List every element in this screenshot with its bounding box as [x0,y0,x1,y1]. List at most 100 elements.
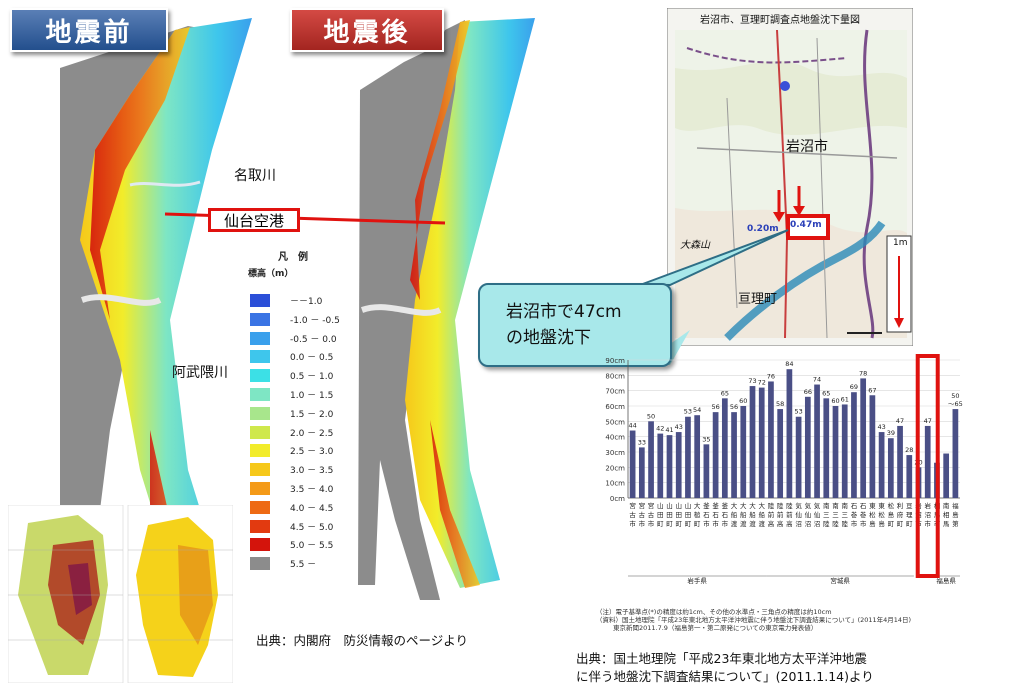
bar-value-label: 43 [877,423,885,431]
chart-note-3: 東京新聞2011.7.9（福島第一・第二原発についての東京電力発表値） [613,624,818,632]
legend-swatch [250,538,270,552]
y-tick-label: 20cm [605,464,625,472]
x-tick-label: 高 [777,519,784,528]
bar-value-label: 42 [656,425,664,433]
bar-value-label: 44 [628,422,636,430]
x-tick-label: 宮 [629,501,636,510]
bar-value-label: 65 [822,389,830,397]
legend-label: 3.0 － 3.5 [290,466,334,477]
bar-value-label: 53 [794,408,802,416]
x-tick-label: 南 [823,501,830,510]
y-tick-label: 80cm [605,372,625,380]
bar [832,406,839,498]
x-tick-label: 島 [869,519,876,528]
bar [786,369,793,498]
map-label-ookuma: 大森山 [680,240,710,251]
x-tick-label: 田 [675,511,682,519]
legend-label: 2.0 － 2.5 [290,428,334,439]
x-tick-label: 巻 [860,510,867,519]
x-tick-label: 宮 [639,501,646,510]
bar-value-label: 54 [693,406,701,414]
x-tick-label: 山 [657,501,664,510]
legend-label: 5.5 － [290,560,317,571]
bar-value-label: 65 [721,389,729,397]
bar-value-label: 39 [887,429,895,437]
map-label-watari: 亘理町 [738,292,778,307]
bar [749,386,756,498]
x-tick-label: 町 [685,520,692,528]
x-tick-label: 馬 [943,520,950,528]
prefecture-map-thumbnails [8,505,233,683]
x-tick-label: 槌 [694,510,701,519]
subsidence-bar-chart: 0cm 10cm 20cm 30cm 40cm 50cm 60cm 70cm 80cm 90cm 4… [605,354,963,585]
bar [823,398,830,498]
bar [629,430,636,498]
map-scale-label: 1m [893,238,908,248]
x-tick-label: 町 [906,520,913,528]
x-tick-label: 石 [851,502,858,510]
x-tick-label: 町 [897,520,904,528]
map-title: 岩沼市、亘理町調査点地盤沈下量図 [700,15,860,26]
legend-swatch [250,482,270,495]
legend-item: 4.0 － 4.5 [250,500,360,515]
x-tick-label: 市 [703,519,710,528]
legend-swatch [250,500,270,514]
bar-value-label: 60 [831,397,839,405]
group-label: 宮城県 [830,576,850,585]
legend-label: 1.0 － 1.5 [290,391,334,401]
bar-value-label: 78 [859,369,867,377]
x-tick-label: 仙 [795,510,802,519]
bar [675,432,682,498]
legend-swatch [250,406,270,420]
x-tick-label: 渡 [731,519,738,528]
y-tick-label: 0cm [610,495,625,503]
x-tick-label: 理 [906,511,913,519]
bar-value-label: 76 [767,372,775,380]
river-natori-label: 名取川 [234,168,276,184]
bar-value-label: 47 [896,417,904,425]
legend-item: －－1.0 [250,294,360,308]
bar [694,415,701,498]
x-tick-label: 市 [629,519,636,528]
bar-value-label: 58 [776,400,784,408]
bar [638,447,645,498]
legend-swatch [250,350,270,364]
bar [841,404,848,498]
legend-item: -0.5 － 0.0 [250,331,360,346]
bar-value-label: 53 [684,408,692,416]
bar-value-label: 61 [841,395,849,403]
legend-swatch [250,369,270,383]
bar-value-label: 47 [924,417,932,425]
before-earthquake-tab: 地震前 [10,8,168,52]
river-abukuma-label: 阿武隈川 [172,365,228,381]
bar-value-label: 74 [813,376,821,384]
y-tick-label: 10cm [605,480,625,488]
bar [795,416,802,498]
x-tick-label: 陸 [841,519,848,528]
map-value-020: 0.20m [747,224,779,234]
x-tick-label: 相 [943,510,950,519]
x-tick-label: 釜 [712,501,719,510]
chart-note-1: （注）電子基準点(*)の精度は約1cm、その他の水準点・三角点の精度は約10cm [596,608,832,616]
x-tick-label: 沼 [805,519,812,528]
x-tick-label: 三 [832,511,839,519]
x-tick-label: 陸 [832,519,839,528]
x-tick-label: 山 [685,501,692,510]
x-tick-label: 山 [666,501,673,510]
legend-swatch [250,463,270,477]
x-tick-label: 陸 [786,501,793,510]
source-left: 出典：内閣府 防災情報のページより [256,633,469,648]
x-tick-label: 石 [860,502,867,510]
bar-value-label: 33 [638,438,646,446]
bar-value-label: 56 [711,403,719,411]
x-tick-label: 渡 [758,519,765,528]
x-tick-label: 市 [924,519,931,528]
bar [804,396,811,498]
x-tick-label: 亘 [906,502,913,510]
legend-label: 4.5 － 5.0 [290,522,334,533]
x-tick-label: 松 [888,501,895,510]
bar-value-label: 72 [758,379,766,387]
legend-item: 5.0 － 5.5 [250,538,360,552]
x-tick-label: 府 [897,510,904,519]
legend-swatch [250,294,270,307]
